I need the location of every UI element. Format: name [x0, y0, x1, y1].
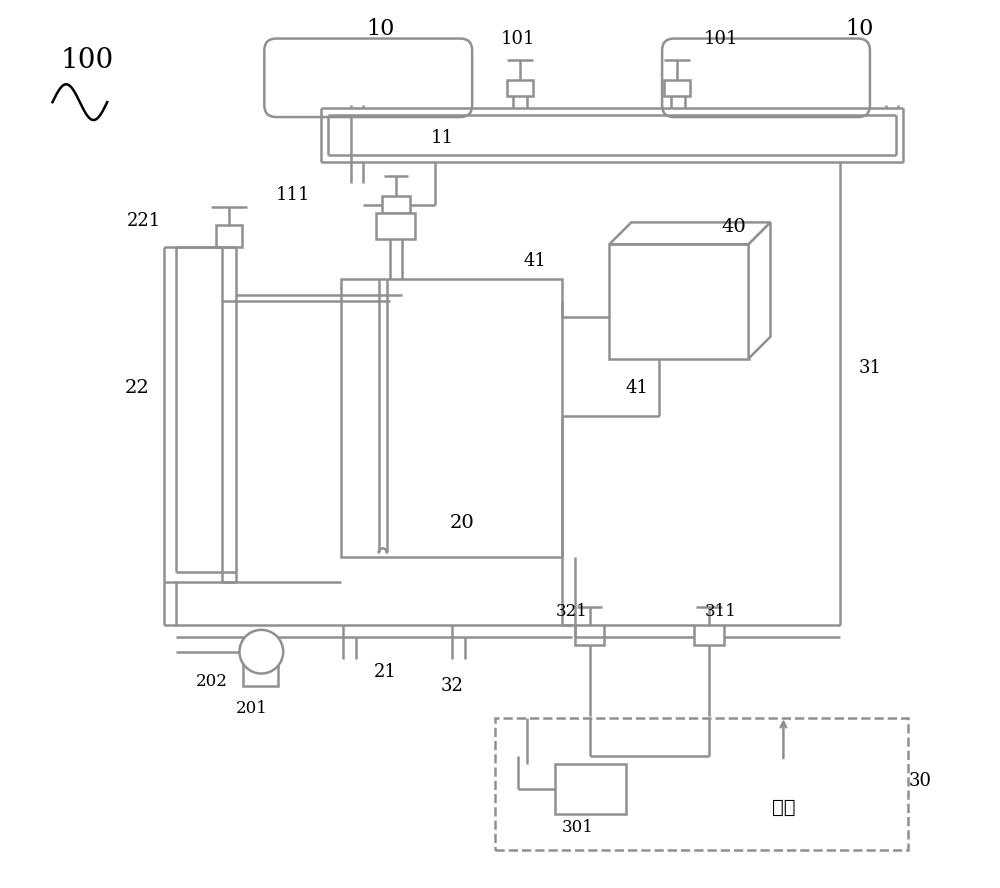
Text: 311: 311 [705, 604, 737, 621]
Text: 111: 111 [276, 186, 310, 203]
Bar [609, 244, 749, 359]
Text: 22: 22 [125, 379, 149, 397]
Text: 202: 202 [196, 673, 228, 690]
Bar [376, 213, 415, 239]
Text: 32: 32 [441, 678, 464, 695]
Text: 101: 101 [704, 29, 738, 48]
Text: 201: 201 [235, 700, 267, 717]
Circle shape [239, 630, 283, 674]
Polygon shape [749, 222, 770, 359]
Text: 41: 41 [523, 252, 546, 270]
Bar [495, 718, 908, 851]
Text: 10: 10 [366, 18, 395, 40]
Bar [664, 80, 690, 96]
Text: 301: 301 [562, 819, 594, 836]
Text: 水源: 水源 [772, 798, 795, 817]
Text: 10: 10 [846, 18, 874, 40]
Bar [555, 764, 626, 813]
Text: 41: 41 [626, 379, 649, 397]
Text: 321: 321 [556, 604, 588, 621]
FancyBboxPatch shape [264, 38, 472, 117]
Text: 221: 221 [127, 212, 161, 230]
Bar [243, 664, 278, 686]
Text: 30: 30 [908, 772, 931, 790]
Text: 101: 101 [501, 29, 535, 48]
Bar [575, 625, 604, 645]
Bar [507, 80, 533, 96]
Bar [694, 625, 724, 645]
Text: 40: 40 [721, 218, 746, 236]
Text: 11: 11 [430, 129, 453, 147]
Polygon shape [609, 222, 770, 244]
Text: 20: 20 [450, 513, 475, 532]
FancyBboxPatch shape [662, 38, 870, 117]
Bar [216, 226, 242, 247]
Text: 21: 21 [374, 662, 397, 680]
Bar [382, 195, 410, 213]
Text: 31: 31 [858, 360, 881, 377]
Bar [341, 279, 562, 558]
Text: 100: 100 [61, 47, 114, 74]
